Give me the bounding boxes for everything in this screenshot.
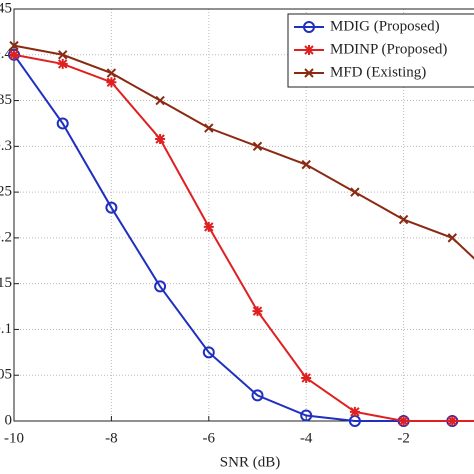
marker (349, 406, 360, 417)
y-tick-label: 0.15 (0, 275, 12, 291)
marker (300, 409, 313, 422)
y-tick-label: 0.1 (0, 321, 12, 337)
marker (350, 187, 360, 197)
marker (252, 306, 263, 317)
y-tick-label: 0.25 (0, 184, 12, 200)
marker (203, 221, 214, 232)
x-axis-label: SNR (dB) (220, 454, 280, 470)
x-tick-label: -4 (300, 430, 313, 446)
y-tick-label: 0.45 (0, 0, 12, 16)
marker (303, 21, 315, 33)
y-tick-label: 0.2 (0, 229, 12, 245)
marker (301, 159, 311, 170)
marker (105, 201, 118, 214)
marker (57, 58, 68, 69)
marker (154, 280, 167, 293)
x-tick-label: -8 (105, 430, 118, 446)
marker (57, 50, 68, 60)
y-tick-label: 0 (5, 412, 13, 428)
marker (252, 141, 263, 152)
marker (398, 416, 409, 426)
marker (204, 123, 214, 133)
marker (304, 68, 314, 78)
marker (447, 416, 458, 426)
x-tick-label: -6 (203, 430, 216, 446)
marker (106, 68, 117, 78)
marker (447, 233, 458, 243)
marker (9, 40, 19, 51)
marker (251, 389, 264, 402)
marker (155, 95, 165, 106)
marker (9, 49, 19, 60)
legend-label: MDINP (Proposed) (330, 41, 447, 57)
x-tick-label: -10 (4, 430, 24, 446)
marker (398, 214, 409, 225)
legend-label: MFD (Existing) (330, 64, 426, 80)
marker (301, 372, 312, 383)
y-tick-label: 0.05 (0, 367, 12, 383)
marker (202, 346, 215, 359)
plot-frame (13, 8, 474, 422)
x-tick-label: -2 (397, 430, 410, 446)
marker (106, 77, 117, 88)
marker (155, 134, 166, 145)
y-tick-label: 0.35 (0, 92, 12, 108)
marker (304, 45, 314, 55)
marker (56, 117, 69, 130)
y-tick-label: 0.3 (0, 138, 12, 154)
legend-label: MDIG (Proposed) (330, 18, 440, 34)
